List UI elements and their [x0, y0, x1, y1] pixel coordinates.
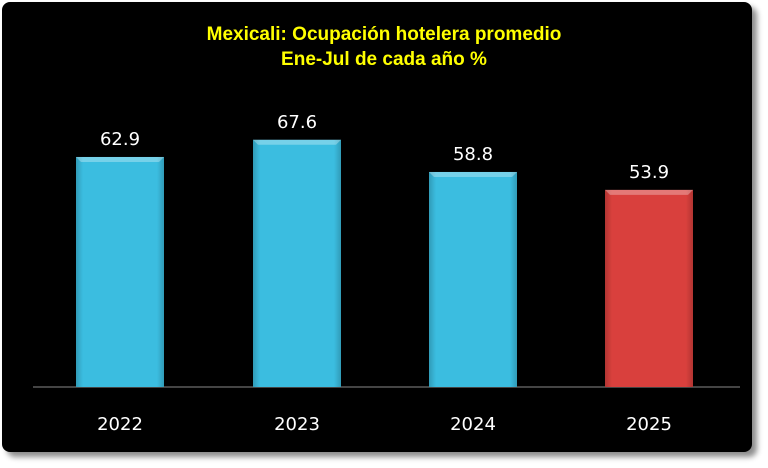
x-tick-label-2025: 2025: [626, 414, 672, 435]
bar-bevel-top: [76, 156, 164, 162]
x-tick-label-2024: 2024: [450, 414, 496, 435]
chart-subtitle: Ene-Jul de cada año %: [281, 49, 487, 70]
chart-title: Mexicali: Ocupación hotelera promedio: [206, 24, 562, 45]
bar-bevel: [76, 156, 164, 387]
data-label-2025: 53.9: [629, 162, 669, 183]
bar-bevel: [605, 189, 693, 387]
bar-bevel-top: [429, 171, 517, 177]
x-tick-label-2023: 2023: [274, 414, 320, 435]
x-tick-label-2022: 2022: [97, 414, 143, 435]
bar-bevel-top: [605, 189, 693, 195]
data-label-2024: 58.8: [453, 144, 493, 165]
data-label-2022: 62.9: [100, 129, 140, 150]
bar-bevel-top: [253, 139, 341, 145]
data-label-2023: 67.6: [277, 112, 317, 133]
bar-bevel: [253, 139, 341, 387]
bar-bevel: [429, 171, 517, 387]
